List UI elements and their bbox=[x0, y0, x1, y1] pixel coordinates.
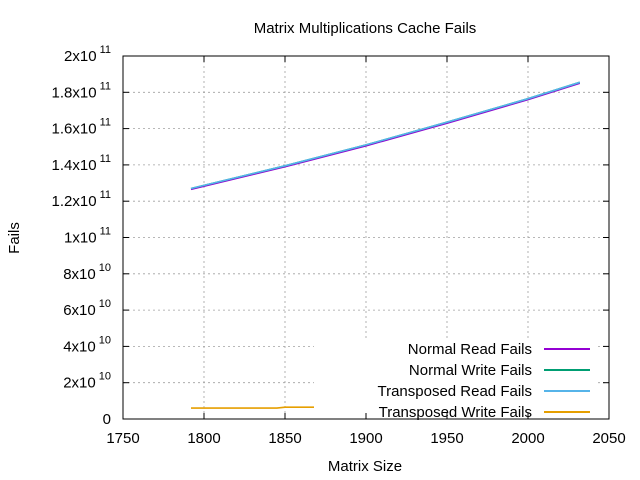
x-tick-label: 1950 bbox=[430, 430, 463, 447]
x-axis-tick-labels: 1750 1800 1850 1900 1950 2000 2050 bbox=[106, 430, 625, 447]
axis-ticks bbox=[122, 55, 610, 420]
y-tick-label: 4x10 10 bbox=[63, 334, 111, 355]
y-tick-label: 1.4x10 11 bbox=[52, 153, 111, 174]
legend-label: Transposed Write Fails bbox=[379, 404, 532, 421]
legend-label: Transposed Read Fails bbox=[377, 383, 532, 400]
y-tick-label: 2x10 10 bbox=[63, 371, 111, 392]
x-tick-label: 2050 bbox=[592, 430, 625, 447]
x-tick-label: 2000 bbox=[511, 430, 544, 447]
y-tick-label: 1x10 11 bbox=[64, 226, 111, 247]
x-axis-label: Matrix Size bbox=[328, 458, 402, 475]
y-tick-label: 0 bbox=[103, 411, 111, 428]
y-tick-label: 8x10 10 bbox=[63, 262, 111, 283]
series-line-normal-read-fails bbox=[190, 82, 581, 191]
y-tick-label: 2x10 11 bbox=[64, 44, 111, 65]
legend: Normal Read Fails Normal Write Fails Trans… bbox=[377, 341, 590, 421]
y-tick-label: 1.6x10 11 bbox=[52, 117, 111, 138]
y-tick-label: 1.8x10 11 bbox=[52, 80, 111, 101]
x-tick-label: 1900 bbox=[349, 430, 382, 447]
x-tick-label: 1750 bbox=[106, 430, 139, 447]
y-tick-label: 1.2x10 11 bbox=[52, 189, 111, 210]
y-tick-label: 6x10 10 bbox=[63, 298, 111, 319]
x-tick-label: 1800 bbox=[187, 430, 220, 447]
y-axis-tick-labels: 0 2x10 10 4x10 10 6x10 10 8x10 10 1x10 11 1.2x10 11 1… bbox=[52, 44, 111, 428]
legend-label: Normal Read Fails bbox=[408, 341, 532, 358]
series-line-transposed-read-fails bbox=[190, 81, 581, 190]
chart-title: Matrix Multiplications Cache Fails bbox=[254, 20, 477, 37]
series-line-normal-write-fails bbox=[190, 81, 581, 190]
legend-label: Normal Write Fails bbox=[409, 362, 532, 379]
legend-background bbox=[314, 338, 596, 424]
x-tick-label: 1850 bbox=[268, 430, 301, 447]
y-axis-label: Fails bbox=[6, 222, 23, 254]
